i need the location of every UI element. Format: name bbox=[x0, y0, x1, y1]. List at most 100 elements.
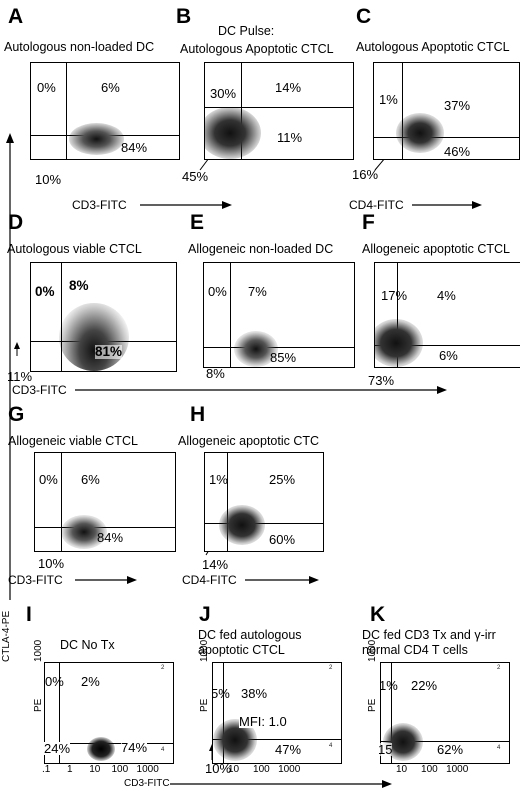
panel-j-lr-pct: 47% bbox=[275, 742, 302, 757]
panel-f-lr-pct: 6% bbox=[439, 348, 458, 363]
panel-j-quad-2: 2 bbox=[329, 665, 333, 671]
panel-e-ul-pct: 0% bbox=[208, 284, 227, 299]
panel-b-lr-pct: 11% bbox=[277, 130, 303, 145]
panel-k-y-tick-1000: 1000 bbox=[367, 639, 378, 662]
panel-k-quad-4: 4 bbox=[497, 745, 501, 751]
panel-k-ur-pct: 22% bbox=[411, 678, 438, 693]
panel-letter-a: A bbox=[8, 5, 24, 28]
panel-b-ul-pct: 30% bbox=[210, 86, 237, 101]
panel-f-plot: 17% 4% 6% bbox=[374, 262, 520, 368]
panel-letter-c: C bbox=[356, 5, 372, 28]
panel-g-x-axis-label: CD3-FITC bbox=[8, 573, 63, 587]
panel-f-ll-pct: 73% bbox=[368, 373, 395, 388]
panel-j-mfi: MFI: 1.0 bbox=[239, 714, 287, 729]
panel-d-plot: 0% 8% 81% bbox=[30, 262, 177, 372]
ctla4-pe-axis-label: CTLA-4-PE bbox=[1, 610, 12, 662]
panel-c-plot: 1% 37% 46% bbox=[373, 62, 520, 160]
panel-j-y-tick-1000: 1000 bbox=[199, 639, 210, 662]
panel-j-plot: 5% 38% MFI: 1.0 47% 2 4 bbox=[212, 662, 342, 764]
panel-i-ll-pct: 24% bbox=[44, 741, 71, 756]
panel-k-ll-pct: 15 bbox=[378, 742, 393, 757]
panel-def-x-axis-label: CD3-FITC bbox=[12, 383, 67, 397]
panel-a-ul-pct: 0% bbox=[37, 80, 56, 95]
panel-h-x-axis-label: CD4-FITC bbox=[182, 573, 237, 587]
panel-i-title: DC No Tx bbox=[60, 638, 115, 652]
panel-i-y-label: PE bbox=[33, 698, 44, 712]
panel-g-ll-pct: 10% bbox=[38, 556, 65, 571]
panel-d-ul-pct: 0% bbox=[35, 284, 55, 299]
panel-e-title: Allogeneic non-loaded DC bbox=[188, 242, 334, 256]
panel-a-plot: 0% 6% 84% bbox=[30, 62, 180, 160]
panel-k-x-ticks: 10 100 1000 bbox=[396, 764, 469, 775]
panel-ijk-x-axis-label: CD3-FITC bbox=[124, 778, 170, 789]
panel-i-ul-pct: 0% bbox=[45, 674, 64, 689]
panel-ab-x-axis-label: CD3-FITC bbox=[72, 198, 127, 212]
panel-d-ll-pct: 11% bbox=[7, 369, 33, 384]
panel-b-ll-pct: 45% bbox=[182, 169, 209, 184]
panel-e-plot: 0% 7% 85% bbox=[203, 262, 355, 368]
panel-j-title-2: apoptotic CTCL bbox=[198, 643, 285, 657]
panel-a-title: Autologous non-loaded DC bbox=[4, 40, 155, 54]
panel-f-ur-pct: 4% bbox=[437, 288, 456, 303]
panel-h-ur-pct: 25% bbox=[269, 472, 296, 487]
panel-i-ur-pct: 2% bbox=[81, 674, 100, 689]
panel-b-title-top: DC Pulse: bbox=[218, 24, 275, 38]
panel-j-title: DC fed autologous bbox=[198, 628, 302, 642]
panel-k-plot: 1% 22% 62% 2 4 bbox=[380, 662, 510, 764]
panel-h-lr-pct: 60% bbox=[269, 532, 296, 547]
panel-f-ul-pct: 17% bbox=[381, 288, 408, 303]
panel-g-title: Allogeneic viable CTCL bbox=[8, 434, 138, 448]
panel-letter-j: J bbox=[199, 603, 211, 626]
panel-letter-d: D bbox=[8, 211, 24, 234]
panel-j-quad-4: 4 bbox=[329, 743, 333, 749]
panel-c-ul-pct: 1% bbox=[379, 92, 398, 107]
panel-g-ul-pct: 0% bbox=[39, 472, 58, 487]
panel-k-title: DC fed CD3 Tx and γ-irr bbox=[362, 628, 496, 642]
panel-k-ul-pct: 1% bbox=[380, 678, 398, 693]
panel-k-quad-2: 2 bbox=[497, 665, 501, 671]
panel-d-title: Autologous viable CTCL bbox=[7, 242, 142, 256]
panel-b-plot: 30% 14% 11% bbox=[204, 62, 354, 160]
panel-e-ll-pct: 8% bbox=[206, 366, 225, 381]
panel-a-lr-pct: 84% bbox=[121, 140, 148, 155]
panel-d-ur-pct: 8% bbox=[69, 278, 89, 293]
panel-j-ul-pct: 5% bbox=[212, 686, 230, 701]
panel-a-ur-pct: 6% bbox=[101, 80, 120, 95]
panel-e-ur-pct: 7% bbox=[248, 284, 267, 299]
panel-a-ll-pct: 10% bbox=[35, 172, 62, 187]
panel-j-ll-pct: 10% bbox=[205, 761, 232, 776]
panel-b-title: Autologous Apoptotic CTCL bbox=[180, 42, 334, 56]
panel-letter-f: F bbox=[362, 211, 375, 234]
panel-i-quad-2: 2 bbox=[161, 665, 165, 671]
panel-letter-g: G bbox=[8, 403, 25, 426]
panel-e-lr-pct: 85% bbox=[270, 350, 297, 365]
panel-h-ll-pct: 14% bbox=[202, 557, 229, 572]
panel-h-title: Allogeneic apoptotic CTC bbox=[178, 434, 320, 448]
panel-c-ll-pct: 16% bbox=[352, 167, 379, 182]
panel-letter-h: H bbox=[190, 403, 206, 426]
panel-k-title-2: normal CD4 T cells bbox=[362, 643, 468, 657]
panel-k-lr-pct: 62% bbox=[437, 742, 464, 757]
panel-letter-i: I bbox=[26, 603, 32, 626]
panel-i-lr-pct: 74% bbox=[121, 740, 148, 755]
panel-c-ur-pct: 37% bbox=[444, 98, 471, 113]
panel-d-lr-pct: 81% bbox=[95, 344, 123, 359]
panel-h-ul-pct: 1% bbox=[209, 472, 228, 487]
panel-j-ur-pct: 38% bbox=[241, 686, 268, 701]
panel-g-lr-pct: 84% bbox=[97, 530, 124, 545]
panel-g-plot: 0% 6% 84% bbox=[34, 452, 176, 552]
panel-i-y-tick-1000: 1000 bbox=[33, 639, 44, 662]
panel-c-title: Autologous Apoptotic CTCL bbox=[356, 40, 510, 54]
panel-g-ur-pct: 6% bbox=[81, 472, 100, 487]
panel-letter-b: B bbox=[176, 5, 192, 28]
panel-b-ur-pct: 14% bbox=[275, 80, 302, 95]
panel-j-y-label: PE bbox=[199, 698, 210, 712]
panel-k-y-label: PE bbox=[367, 698, 378, 712]
panel-c-x-axis-label: CD4-FITC bbox=[349, 198, 404, 212]
panel-h-plot: 1% 25% 60% bbox=[204, 452, 324, 552]
panel-i-x-ticks: .1 1 10 100 1000 bbox=[42, 764, 159, 775]
panel-letter-e: E bbox=[190, 211, 205, 234]
panel-i-quad-4: 4 bbox=[161, 747, 165, 753]
panel-j-x-ticks: 10 100 1000 bbox=[228, 764, 301, 775]
panel-c-lr-pct: 46% bbox=[444, 144, 471, 159]
